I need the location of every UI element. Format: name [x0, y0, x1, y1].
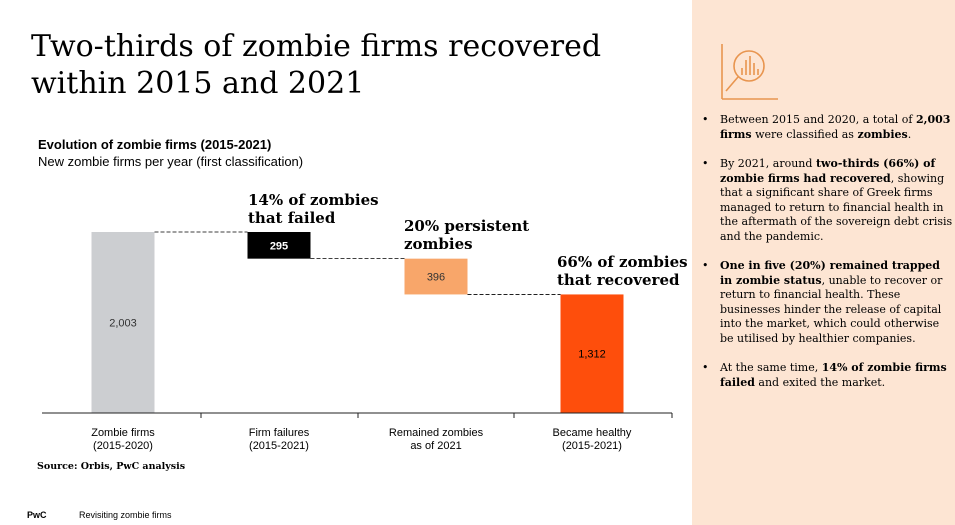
bar-3	[404, 258, 468, 295]
value-label: 1,312	[578, 349, 606, 361]
insight-bullet: One in five (20%) remained trapped in zo…	[696, 259, 954, 346]
category-label: Became healthy	[553, 427, 632, 439]
insight-bullet: Between 2015 and 2020, a total of 2,003 …	[696, 113, 954, 142]
annotation-text: 20% persistent	[404, 217, 529, 235]
category-label: (2015-2021)	[249, 440, 309, 452]
chart-subtitle: New zombie firms per year (first classif…	[38, 154, 304, 169]
insight-bullet: By 2021, around two-thirds (66%) of zomb…	[696, 157, 954, 244]
footer-brand: PwC	[27, 510, 47, 520]
annotation-text: zombies	[404, 235, 473, 253]
annotation-text: that recovered	[557, 271, 680, 289]
bar-4	[560, 294, 624, 413]
bar-1	[91, 232, 155, 413]
value-label: 396	[427, 272, 445, 284]
insight-bullet: At the same time, 14% of zombie firms fa…	[696, 361, 954, 390]
waterfall-chart: 2,003 295 396 1,312 Zombie firms(2015-2020) F…	[42, 191, 688, 452]
source-note: Source: Orbis, PwC analysis	[37, 461, 186, 472]
category-label: Firm failures	[249, 427, 310, 439]
category-label: Zombie firms	[91, 427, 155, 439]
category-label: Remained zombies	[389, 427, 484, 439]
category-label: (2015-2020)	[93, 440, 153, 452]
bar-2	[247, 232, 311, 259]
annotation-text: 14% of zombies	[248, 191, 379, 209]
annotation-text: 66% of zombies	[557, 253, 688, 271]
value-label: 2,003	[109, 318, 137, 330]
value-label: 295	[270, 240, 288, 252]
annotation-text: that failed	[248, 209, 336, 227]
category-label: (2015-2021)	[562, 440, 622, 452]
chart-title: Evolution of zombie firms (2015-2021)	[38, 137, 272, 152]
footer-text: Revisiting zombie firms	[79, 510, 172, 520]
insights-list: Between 2015 and 2020, a total of 2,003 …	[696, 113, 954, 405]
category-label: as of 2021	[410, 440, 461, 452]
chart-magnifier-icon	[721, 44, 778, 100]
slide-title: Two-thirds of zombie firms recovered wit…	[31, 29, 602, 101]
